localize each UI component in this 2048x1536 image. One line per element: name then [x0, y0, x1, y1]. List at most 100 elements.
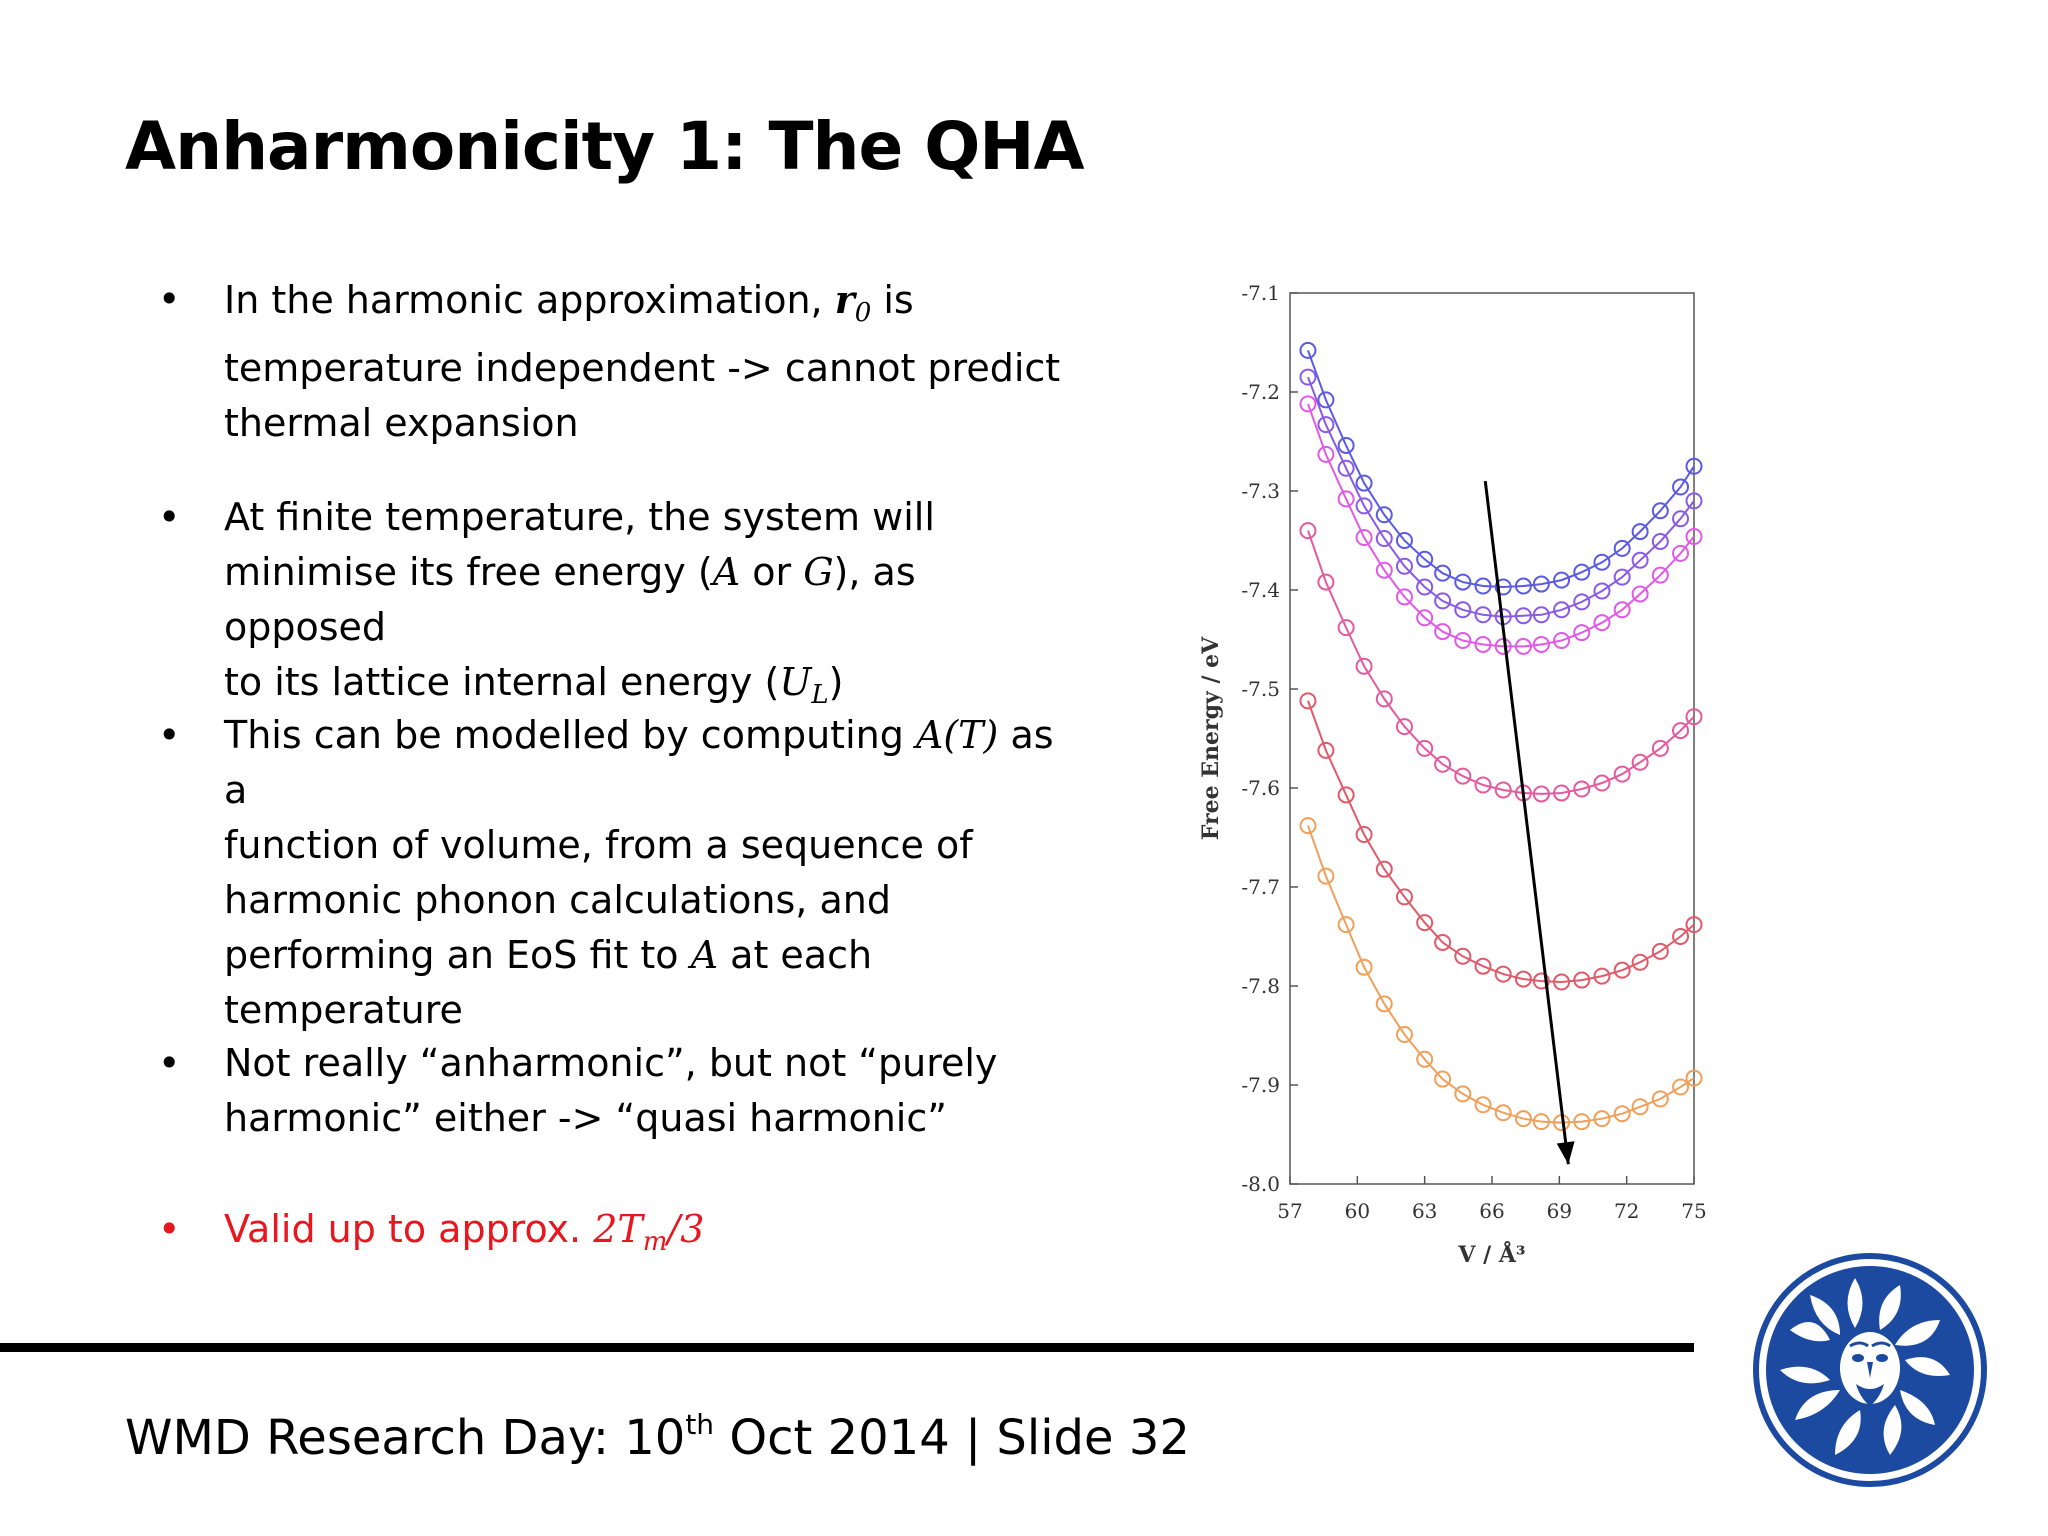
bullet-line: At finite temperature, the system will: [224, 490, 1084, 545]
data-point: [1532, 785, 1550, 803]
bullet-line: harmonic” either -> “quasi harmonic”: [224, 1091, 1084, 1146]
math-subscript: 0: [854, 298, 872, 328]
data-point: [1317, 867, 1335, 885]
text-run: at each: [718, 933, 873, 977]
data-point: [1434, 933, 1452, 951]
bullet-marker: •: [158, 495, 181, 539]
data-point: [1317, 445, 1335, 463]
bullet-line: function of volume, from a sequence of: [224, 818, 1084, 873]
math-symbol: A(T): [915, 713, 999, 757]
data-point: [1685, 457, 1703, 475]
data-point: [1434, 1070, 1452, 1088]
text-run: thermal expansion: [224, 401, 579, 445]
bullet-line: temperature: [224, 983, 1084, 1038]
data-point: [1434, 755, 1452, 773]
data-point: [1299, 395, 1317, 413]
bullet-marker: •: [158, 1041, 181, 1085]
data-point: [1532, 1113, 1550, 1131]
math-subscript: m: [642, 1227, 668, 1257]
data-point: [1593, 774, 1611, 792]
y-tick-label: -7.1: [1241, 281, 1280, 305]
text-run: ): [828, 660, 844, 704]
text-run: performing an EoS fit to: [224, 933, 691, 977]
math-symbol: U: [779, 660, 812, 704]
data-point: [1299, 817, 1317, 835]
data-point: [1355, 958, 1373, 976]
footer-divider: [0, 1343, 1694, 1352]
text-run: minimise its free energy (: [224, 550, 713, 594]
y-tick-label: -7.3: [1241, 479, 1280, 503]
data-point: [1355, 529, 1373, 547]
text-run: harmonic phonon calculations, and: [224, 878, 891, 922]
bullet-text: Valid up to approx. 2Tm/3: [224, 1202, 1084, 1270]
data-point: [1685, 528, 1703, 546]
text-run: Valid up to approx.: [224, 1207, 594, 1251]
data-point: [1593, 967, 1611, 985]
text-run: to its lattice internal energy (: [224, 660, 780, 704]
data-point: [1573, 971, 1591, 989]
data-point: [1672, 928, 1690, 945]
footer-superscript: th: [685, 1408, 715, 1441]
bullet-line: Not really “anharmonic”, but not “purely: [224, 1036, 1084, 1091]
footer-text: WMD Research Day: 10th Oct 2014 | Slide …: [125, 1410, 1190, 1466]
y-tick-label: -7.9: [1241, 1073, 1280, 1097]
y-tick-label: -7.7: [1241, 875, 1280, 899]
data-point: [1434, 564, 1452, 582]
data-point: [1672, 544, 1690, 562]
text-run: ), as opposed: [224, 550, 916, 649]
data-point: [1474, 957, 1492, 975]
data-point: [1651, 942, 1669, 960]
data-point: [1532, 635, 1550, 653]
x-tick-label: 66: [1479, 1199, 1504, 1223]
data-point: [1454, 767, 1472, 785]
text-run: temperature: [224, 988, 463, 1032]
data-point: [1631, 1098, 1649, 1116]
math-symbol: /3: [667, 1207, 705, 1251]
data-point: [1672, 1078, 1690, 1096]
data-point: [1337, 490, 1355, 508]
data-point: [1416, 739, 1434, 757]
x-tick-label: 60: [1345, 1199, 1370, 1223]
data-point: [1532, 575, 1550, 593]
data-point: [1631, 523, 1649, 541]
y-tick-label: -7.8: [1241, 974, 1280, 998]
data-point: [1454, 1085, 1472, 1103]
data-point: [1593, 553, 1611, 571]
data-point: [1434, 592, 1452, 610]
bullet-line: thermal expansion: [224, 396, 1084, 451]
data-point: [1355, 826, 1373, 844]
data-point: [1416, 1050, 1434, 1068]
data-point: [1651, 1090, 1669, 1108]
bullet-line: harmonic phonon calculations, and: [224, 873, 1084, 928]
data-point: [1514, 970, 1532, 988]
footer-suffix: Oct 2014 | Slide 32: [714, 1410, 1190, 1466]
data-point: [1474, 635, 1492, 653]
data-point: [1631, 551, 1649, 569]
data-point: [1573, 563, 1591, 581]
text-run: At finite temperature, the system will: [224, 495, 935, 539]
bullet-line: performing an EoS fit to A at each: [224, 928, 1084, 983]
bullet-marker: •: [158, 277, 181, 321]
data-point: [1454, 601, 1472, 619]
data-point: [1375, 690, 1393, 708]
data-point: [1434, 623, 1452, 641]
data-point: [1299, 368, 1317, 386]
data-point: [1593, 1110, 1611, 1128]
data-point: [1395, 1026, 1413, 1044]
y-tick-label: -7.2: [1241, 380, 1280, 404]
y-tick-label: -7.4: [1241, 578, 1280, 602]
data-point: [1474, 606, 1492, 624]
data-point: [1593, 614, 1611, 632]
data-point: [1553, 571, 1571, 589]
y-tick-label: -7.5: [1241, 677, 1280, 701]
data-point: [1416, 578, 1434, 596]
series-line: [1307, 825, 1695, 1124]
math-symbol: A: [712, 550, 741, 594]
data-point: [1685, 1069, 1703, 1087]
y-axis-label: Free Energy / eV: [1198, 636, 1224, 840]
bullet-line: minimise its free energy (A or G), as op…: [224, 545, 1084, 655]
data-point: [1454, 947, 1472, 965]
data-point: [1337, 786, 1355, 804]
data-point: [1454, 573, 1472, 591]
